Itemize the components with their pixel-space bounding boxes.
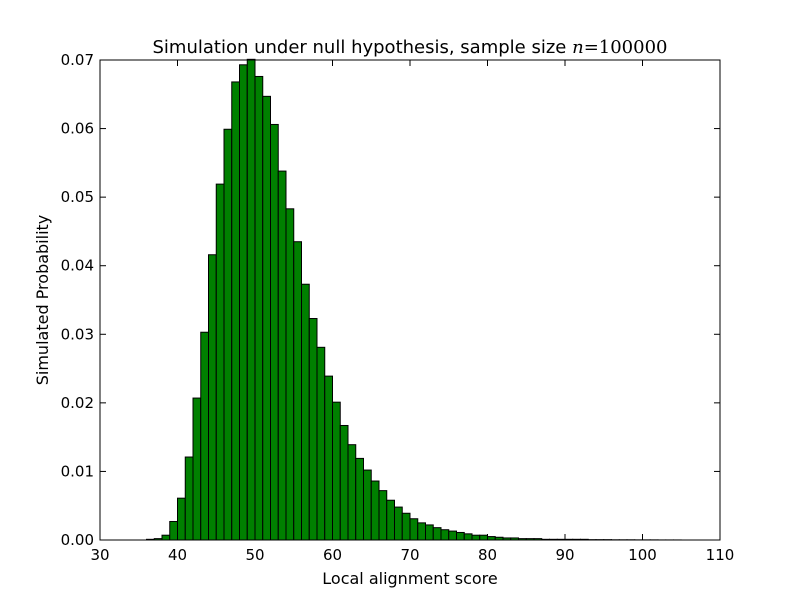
histogram-bar — [370, 480, 380, 541]
histogram-bar — [177, 497, 186, 541]
histogram-bar — [363, 469, 372, 541]
histogram-bar — [417, 522, 426, 541]
histogram-bar — [308, 318, 318, 541]
chart-title-value: 100000 — [599, 37, 668, 58]
histogram-bar — [208, 254, 217, 541]
histogram-bar — [200, 331, 209, 541]
x-axis-label: Local alignment score — [322, 569, 497, 588]
histogram-bar — [301, 283, 310, 541]
histogram-bar — [223, 128, 233, 541]
chart-title-var: n — [572, 37, 584, 58]
histogram-bar — [471, 534, 481, 541]
bars-group — [146, 58, 682, 541]
histogram-bar — [192, 397, 202, 541]
x-tick-label: 70 — [400, 546, 419, 564]
histogram-bar — [184, 456, 194, 541]
histogram-bar — [270, 123, 279, 541]
histogram-bar — [401, 512, 411, 541]
y-tick-label: 0.05 — [61, 188, 94, 206]
y-tick-label: 0.00 — [61, 531, 94, 549]
x-tick-label: 40 — [168, 546, 187, 564]
histogram-bar — [239, 64, 248, 541]
histogram-bar — [448, 530, 457, 541]
histogram-bar — [324, 375, 333, 541]
histogram-bar — [161, 534, 171, 541]
x-tick-label: 60 — [323, 546, 342, 564]
plot-frame — [99, 59, 721, 541]
chart-title-prefix: Simulation under null hypothesis, sample… — [152, 37, 572, 58]
y-tick-label: 0.03 — [61, 325, 94, 343]
histogram-bar — [316, 346, 326, 541]
y-axis-label: Simulated Probability — [33, 215, 52, 386]
x-tick-label: 110 — [706, 546, 735, 564]
x-tick-label: 30 — [90, 546, 109, 564]
y-tick-label: 0.06 — [61, 120, 94, 138]
histogram-bar — [456, 531, 465, 541]
histogram-bar — [463, 533, 473, 541]
x-tick-label: 100 — [628, 546, 657, 564]
ticks-group: 30 40 50 60 70 80 90 100 110 0.00 0.01 0.02 0.03 0.04… — [61, 51, 735, 564]
y-tick-label: 0.04 — [61, 257, 94, 275]
x-tick-label: 50 — [245, 546, 264, 564]
histogram-bar — [254, 75, 264, 541]
histogram-bar — [277, 170, 287, 541]
histogram-bar — [355, 457, 364, 541]
x-tick-label: 80 — [478, 546, 497, 564]
y-tick-label: 0.02 — [61, 394, 94, 412]
histogram-bar — [378, 490, 388, 541]
histogram-bar — [479, 534, 488, 541]
histogram-bar — [432, 527, 442, 541]
histogram-bar — [386, 499, 395, 541]
histogram-bar — [440, 529, 450, 541]
chart-title: Simulation under null hypothesis, sample… — [152, 37, 667, 58]
histogram-bar — [246, 58, 256, 541]
histogram-bar — [409, 518, 419, 541]
x-tick-label: 90 — [555, 546, 574, 564]
histogram-bar — [285, 208, 295, 541]
y-tick-label: 0.07 — [61, 51, 94, 69]
histogram-bar — [425, 524, 434, 541]
chart-title-eq: = — [584, 37, 599, 58]
histogram-bar — [231, 81, 240, 541]
y-tick-label: 0.01 — [61, 462, 94, 480]
histogram-bar — [293, 241, 302, 541]
histogram-bar — [332, 401, 341, 541]
histogram-bar — [262, 95, 271, 541]
histogram-bar — [487, 536, 496, 541]
histogram-bar — [394, 506, 403, 541]
histogram-bar — [339, 424, 349, 541]
histogram-bar — [347, 444, 357, 541]
histogram-bar — [169, 520, 178, 541]
histogram-bar — [215, 183, 225, 541]
